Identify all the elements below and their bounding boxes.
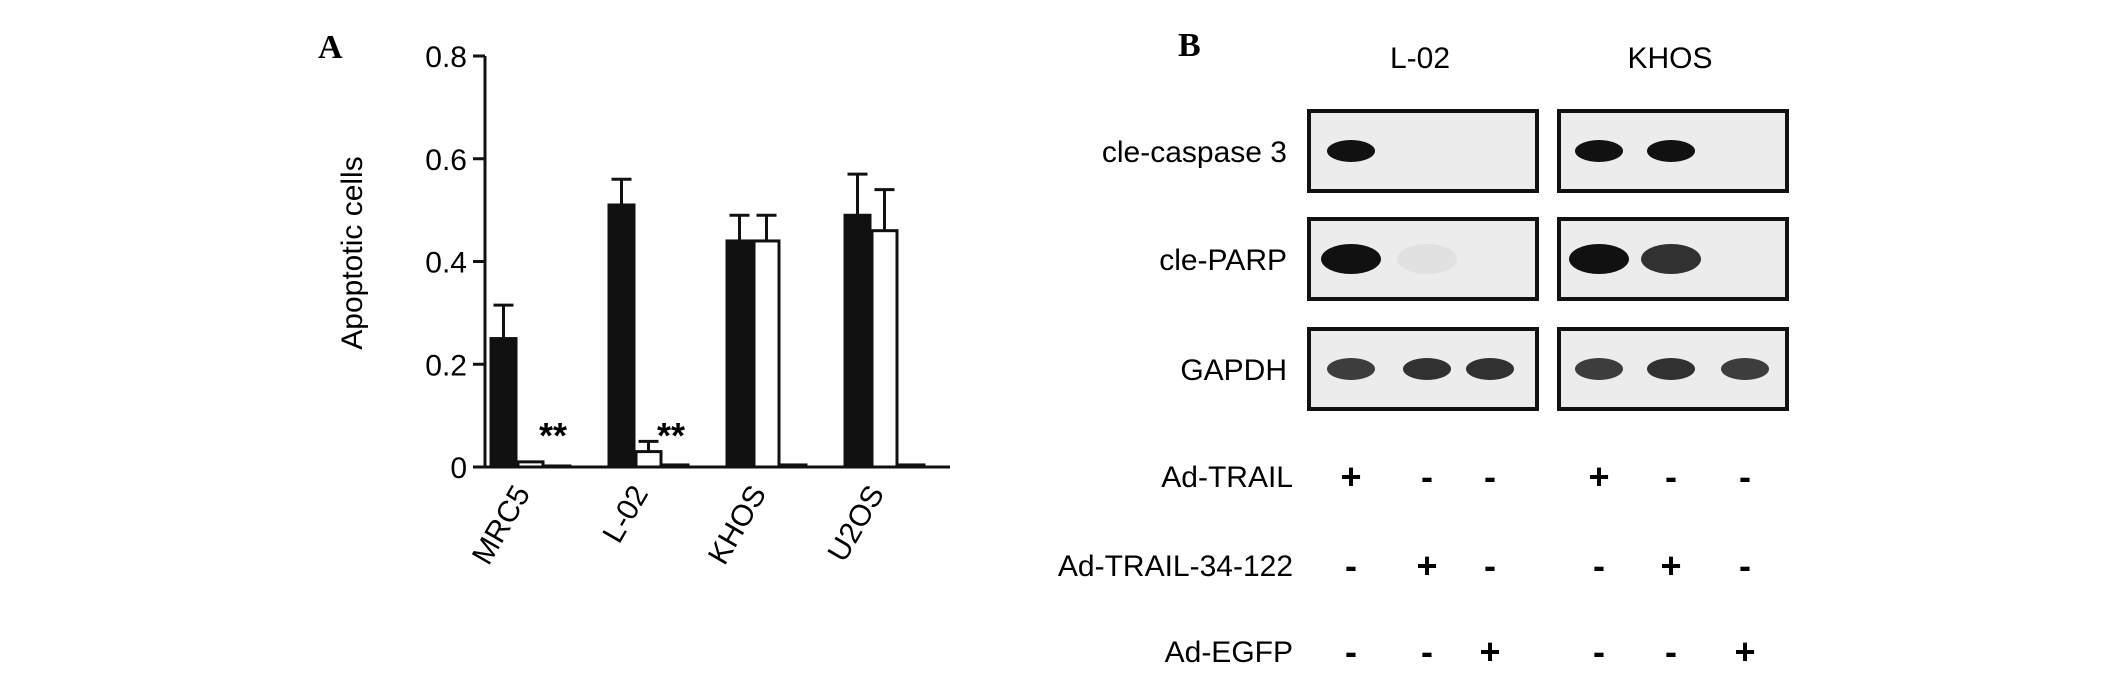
bar [543,464,572,469]
treatment-sign: + [1734,631,1755,672]
treatment-label: Ad-TRAIL [1161,461,1293,494]
treatment-sign: - [1739,456,1751,497]
blot-band [1641,244,1701,274]
blot-band [1569,244,1629,274]
treatment-sign: + [1588,456,1609,497]
bar [725,239,754,469]
bar [489,337,518,469]
treatment-sign: - [1665,456,1677,497]
cell-line-header: L-02 [1390,42,1450,75]
bar [607,203,636,469]
blot-band [1327,140,1375,162]
bar [752,239,781,469]
x-tick-label: MRC5 [466,480,537,570]
treatment-sign: - [1484,545,1496,586]
blot-band [1327,358,1375,380]
treatment-sign: - [1665,631,1677,672]
bar [661,463,690,469]
blot-band [1647,358,1695,380]
blot-band [1321,244,1381,274]
y-tick-label: 0 [450,452,467,485]
treatment-label: Ad-EGFP [1165,636,1293,669]
blot-band [1403,358,1451,380]
blot-band [1647,140,1695,162]
y-ticks: 0 0.2 0.4 0.6 0.8 [425,41,485,485]
blot-panels: L-02 KHOS cle-caspase 3 cle-PARP GAPDH [1102,42,1789,411]
protein-label: cle-PARP [1159,244,1287,277]
treatment-sign: - [1739,545,1751,586]
bar [897,463,926,469]
treatment-sign: + [1416,545,1437,586]
blot-band [1397,244,1457,274]
treatment-sign: - [1421,631,1433,672]
bar [779,463,808,469]
treatment-sign: + [1479,631,1500,672]
panel-b-western-blot: B L-02 KHOS cle-caspase 3 cle-PARP GAPDH Ad-… [1058,27,1789,672]
protein-label: cle-caspase 3 [1102,136,1287,169]
treatment-label: Ad-TRAIL-34-122 [1058,550,1293,583]
bar [870,229,899,469]
bars [489,172,926,469]
panel-a-label: A [318,29,343,66]
blot-band [1575,140,1623,162]
y-tick-label: 0.6 [425,144,467,177]
y-tick-label: 0.4 [425,247,467,280]
treatment-table: Ad-TRAIL + - - + - - Ad-TRAIL-34-122 - + - - + - Ad-EG… [1058,456,1756,672]
y-axis-label: Apoptotic cells [336,156,369,349]
significance-annotation: ** [657,415,685,456]
treatment-sign: - [1345,545,1357,586]
x-tick-label: KHOS [702,480,773,570]
treatment-sign: - [1484,456,1496,497]
x-ticks: MRC5 L-02 KHOS U2OS [466,480,891,570]
annotations: ** ** [539,415,685,456]
significance-annotation: ** [539,415,567,456]
treatment-sign: + [1660,545,1681,586]
panel-b-label: B [1178,27,1201,64]
treatment-sign: - [1345,631,1357,672]
blot-band [1721,358,1769,380]
cell-line-header: KHOS [1627,42,1712,75]
y-tick-label: 0.2 [425,349,467,382]
bar [516,460,545,469]
protein-label: GAPDH [1180,354,1287,387]
treatment-sign: - [1593,631,1605,672]
treatment-sign: - [1593,545,1605,586]
panel-a-bar-chart: A Apoptotic cells 0 0.2 0.4 0.6 0.8 MRC5 L-02… [318,29,950,570]
x-tick-label: U2OS [822,480,891,567]
bar [843,213,872,469]
treatment-sign: + [1340,456,1361,497]
y-tick-label: 0.8 [425,41,467,74]
blot-band [1575,358,1623,380]
blot-band [1466,358,1514,380]
treatment-sign: - [1421,456,1433,497]
x-tick-label: L-02 [596,480,655,549]
